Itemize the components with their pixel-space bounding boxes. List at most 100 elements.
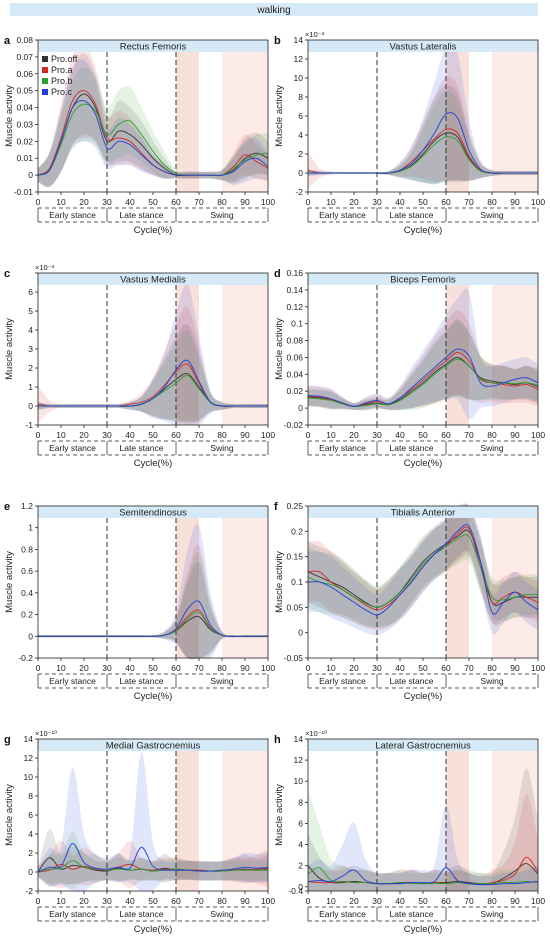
x-tick-label: 60 xyxy=(171,197,181,207)
y-axis-label: Muscle activity xyxy=(274,318,285,380)
phase-shade-transition xyxy=(446,518,469,658)
band-pro-b xyxy=(308,509,538,628)
y-tick-label: 0.02 xyxy=(16,136,33,146)
x-tick-label: 70 xyxy=(464,663,474,673)
panel-title: Tibialis Anterior xyxy=(391,508,456,519)
x-tick-label: 40 xyxy=(125,430,135,440)
x-tick-label: 100 xyxy=(261,197,275,207)
y-tick-label: 0.25 xyxy=(286,501,303,511)
panel-title-bar xyxy=(38,40,268,52)
x-tick-label: 80 xyxy=(217,896,227,906)
y-axis-label: Muscle activity xyxy=(274,85,285,147)
y-axis-label: Muscle activity xyxy=(274,551,285,613)
phase-label: Late stance xyxy=(390,443,434,453)
x-tick-label: 10 xyxy=(56,663,66,673)
phase-label: Early stance xyxy=(49,443,96,453)
band-pro-c xyxy=(38,283,268,426)
y-tick-label: 10 xyxy=(294,776,304,786)
y-tick-label: 4 xyxy=(298,840,303,850)
panel-title-bar xyxy=(38,739,268,751)
panel-title: Lateral Gastrocnemius xyxy=(375,741,471,752)
y-tick-label: -2 xyxy=(295,187,303,197)
y-tick-label: 10 xyxy=(294,73,304,83)
panel-title: Biceps Femoris xyxy=(390,275,456,286)
x-tick-label: 50 xyxy=(418,896,428,906)
y-tick-label: 3 xyxy=(28,344,33,354)
band-pro-a xyxy=(38,544,268,660)
x-tick-label: 70 xyxy=(464,197,474,207)
panel-title-bar xyxy=(308,739,538,751)
x-tick-label: 10 xyxy=(326,197,336,207)
panel-title: Medial Gastrocnemius xyxy=(106,741,201,752)
phase-shade-swing xyxy=(492,285,538,425)
x-tick-label: 20 xyxy=(349,430,359,440)
x-tick-label: 80 xyxy=(487,896,497,906)
x-tick-label: 70 xyxy=(464,896,474,906)
x-tick-label: 100 xyxy=(261,896,275,906)
band-pro-off xyxy=(308,319,538,411)
phase-shade-swing xyxy=(222,518,268,658)
phase-label: Late stance xyxy=(390,210,434,220)
band-pro-b xyxy=(308,321,538,411)
phase-shade-transition xyxy=(176,751,199,891)
y-tick-label: 0.2 xyxy=(291,526,303,536)
y-tick-label: 0.01 xyxy=(16,153,33,163)
y-tick-label: 0.06 xyxy=(286,352,303,362)
y-tick-label: 0 xyxy=(298,403,303,413)
x-tick-label: 100 xyxy=(261,430,275,440)
phase-shade-swing xyxy=(492,52,538,192)
y-tick-label: 0 xyxy=(28,401,33,411)
x-tick-label: 90 xyxy=(510,197,520,207)
phase-shade-transition xyxy=(176,285,199,425)
band-pro-a xyxy=(38,306,268,424)
panel-letter: b xyxy=(274,35,281,47)
x-tick-label: 90 xyxy=(510,430,520,440)
phase-shade-transition xyxy=(446,52,469,192)
legend-label: Pro.a xyxy=(51,65,73,75)
y-tick-label: 0 xyxy=(298,882,303,892)
y-tick-label: 4 xyxy=(28,325,33,335)
y-tick-label: 8 xyxy=(28,791,33,801)
x-tick-label: 20 xyxy=(79,430,89,440)
phase-shade-swing xyxy=(222,285,268,425)
line-pro-b xyxy=(307,534,539,608)
x-tick-label: 50 xyxy=(148,663,158,673)
y-tick-label: 0 xyxy=(28,867,33,877)
panel-title-bar xyxy=(308,273,538,285)
x-tick-label: 100 xyxy=(531,896,545,906)
y-tick-label: 6 xyxy=(298,111,303,121)
legend-label: Pro.b xyxy=(51,76,73,86)
y-tick-label: -0.2 xyxy=(18,653,33,663)
phase-label: Early stance xyxy=(49,210,96,220)
line-pro-c xyxy=(307,867,539,886)
y-tick-label: -0.01 xyxy=(14,187,34,197)
x-tick-label: 30 xyxy=(102,197,112,207)
y-tick-label: 0.16 xyxy=(286,268,303,278)
band-pro-a xyxy=(308,76,538,190)
x-tick-label: 40 xyxy=(395,197,405,207)
y-tick-label: 1 xyxy=(28,382,33,392)
y-tick-label: 0.07 xyxy=(16,52,33,62)
phase-label: Late stance xyxy=(390,676,434,686)
x-tick-label: 60 xyxy=(441,663,451,673)
figure-title-bar xyxy=(10,3,538,16)
x-tick-label: 0 xyxy=(36,896,41,906)
panel-letter: e xyxy=(4,501,10,513)
y-tick-label: 0 xyxy=(298,168,303,178)
line-pro-off xyxy=(37,93,269,177)
band-pro-b xyxy=(38,832,268,890)
x-tick-label: 10 xyxy=(326,430,336,440)
x-tick-label: 100 xyxy=(531,663,545,673)
panel-letter: a xyxy=(4,35,11,47)
legend-label: Pro.off xyxy=(51,54,78,64)
x-tick-label: 70 xyxy=(194,663,204,673)
y-tick-label: 0.8 xyxy=(21,544,33,554)
band-pro-a xyxy=(38,840,268,889)
x-tick-label: 60 xyxy=(441,197,451,207)
x-tick-label: 30 xyxy=(372,430,382,440)
panel-f: Tibialis Anterior-0.0500.050.10.150.20.2… xyxy=(274,501,545,702)
x-tick-label: 50 xyxy=(148,430,158,440)
x-tick-label: 90 xyxy=(240,663,250,673)
panel-title: Rectus Femoris xyxy=(120,42,187,53)
